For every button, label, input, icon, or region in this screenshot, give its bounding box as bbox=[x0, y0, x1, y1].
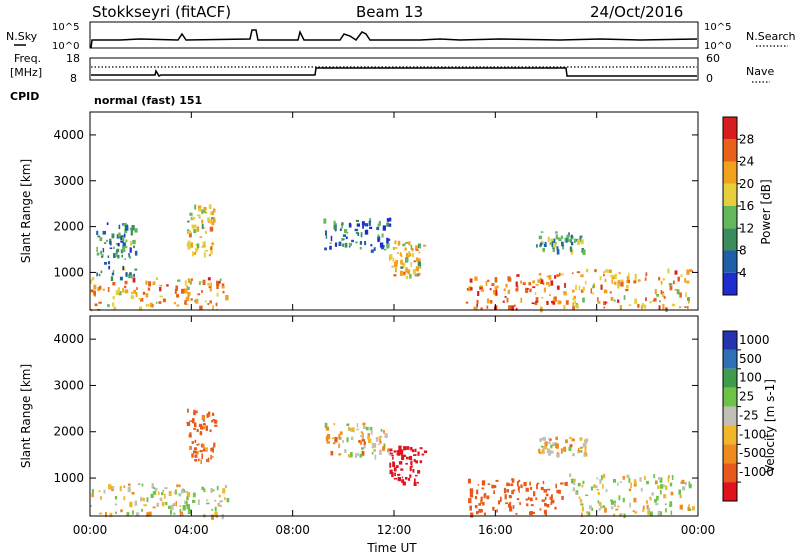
colorbar-tick-label: 8 bbox=[739, 244, 747, 258]
power-panel-frame bbox=[89, 111, 699, 311]
echo-region bbox=[388, 240, 427, 280]
cpid-label: CPID bbox=[10, 90, 39, 103]
colorbar-tick-label: 500 bbox=[739, 352, 762, 366]
colorbar-swatch bbox=[723, 463, 737, 483]
colorbar-tick-label: 24 bbox=[739, 155, 754, 169]
echo-region bbox=[186, 204, 216, 258]
power-heatmap: 1000 2000 3000 4000 Slant Range [km] bbox=[19, 111, 699, 313]
echo-region bbox=[96, 222, 138, 281]
y-tick-label: 2000 bbox=[53, 425, 84, 439]
nsky-tick-top: 10^5 bbox=[52, 22, 79, 33]
echo-region bbox=[467, 478, 568, 518]
y-tick-label: 4000 bbox=[53, 128, 84, 142]
colorbar-swatch bbox=[723, 206, 737, 229]
colorbar-swatch bbox=[723, 250, 737, 273]
nsky-trace bbox=[90, 29, 698, 49]
echo-region bbox=[324, 422, 392, 460]
x-tick-label: 20:00 bbox=[579, 523, 614, 537]
radar-title: Stokkseyri (fitACF) bbox=[92, 3, 231, 21]
nave-tick-top: 60 bbox=[706, 52, 720, 65]
colorbar-tick-label: 1000 bbox=[739, 333, 770, 347]
x-tick-label: 00:00 bbox=[681, 523, 716, 537]
colorbar-tick-label: -25 bbox=[739, 408, 759, 422]
colorbar-swatch bbox=[723, 183, 737, 206]
freq-panel-frame bbox=[89, 57, 699, 81]
colorbar-swatch bbox=[723, 349, 737, 369]
colorbar-swatch bbox=[723, 228, 737, 251]
colorbar-tick-label: 16 bbox=[739, 199, 754, 213]
colorbar-swatch bbox=[723, 406, 737, 426]
echo-region bbox=[538, 436, 589, 458]
power-ylabel: Slant Range [km] bbox=[19, 159, 33, 263]
cpid-value: normal (fast) 151 bbox=[94, 94, 202, 107]
nave-label: Nave bbox=[746, 65, 774, 78]
velocity-colorbar: 1000 500 100 25 -25 -100 -500 -1000 Velocity [m… bbox=[722, 330, 777, 502]
freq-unit-label: [MHz] bbox=[10, 66, 42, 79]
colorbar-tick-label: 20 bbox=[739, 177, 754, 191]
nsky-label: N.Sky bbox=[6, 30, 38, 43]
x-tick-label: 08:00 bbox=[275, 523, 310, 537]
beam-title: Beam 13 bbox=[356, 3, 423, 21]
nsearch-tick-bottom: 10^0 bbox=[704, 41, 731, 52]
colorbar-swatch bbox=[723, 117, 737, 140]
velocity-heatmap: 00:00 04:00 08:00 12:00 16:00 20:00 00:00 1000 2… bbox=[19, 315, 716, 554]
power-colorbar: 4 8 12 16 20 24 28 Power [dB] bbox=[722, 116, 773, 296]
echo-region bbox=[569, 473, 695, 519]
echo-region bbox=[323, 217, 392, 253]
colorbar-swatch bbox=[723, 425, 737, 445]
nave-tick-bottom: 0 bbox=[706, 72, 713, 85]
colorbar-swatch bbox=[723, 387, 737, 407]
freq-label: Freq. bbox=[14, 52, 41, 65]
freq-tick-top: 18 bbox=[66, 52, 80, 65]
x-tick-label: 04:00 bbox=[174, 523, 209, 537]
nsearch-label: N.Search bbox=[746, 30, 796, 43]
y-tick-label: 3000 bbox=[53, 378, 84, 392]
colorbar-tick-label: 28 bbox=[739, 132, 754, 146]
x-tick-label: 16:00 bbox=[478, 523, 513, 537]
nsearch-tick-top: 10^5 bbox=[704, 22, 731, 33]
colorbar-swatch bbox=[723, 482, 737, 501]
nsky-tick-bottom: 10^0 bbox=[52, 41, 79, 52]
freq-tick-bottom: 8 bbox=[70, 72, 77, 85]
freq-trace bbox=[91, 67, 697, 77]
colorbar-swatch bbox=[723, 161, 737, 184]
colorbar-swatch bbox=[723, 444, 737, 464]
colorbar-swatch bbox=[723, 272, 737, 295]
x-tick-label: 12:00 bbox=[377, 523, 412, 537]
echo-region bbox=[389, 445, 428, 486]
echo-region bbox=[186, 408, 218, 464]
colorbar-swatch bbox=[723, 331, 737, 350]
colorbar-tick-label: 25 bbox=[739, 390, 754, 404]
y-tick-label: 1000 bbox=[53, 265, 84, 279]
colorbar-tick-label: 12 bbox=[739, 221, 754, 235]
colorbar-tick-label: -500 bbox=[739, 446, 766, 460]
echo-region bbox=[536, 231, 586, 255]
colorbar-swatch bbox=[723, 368, 737, 388]
colorbar-tick-label: -1000 bbox=[739, 465, 774, 479]
nsky-panel-frame bbox=[89, 21, 699, 49]
colorbar-frame bbox=[722, 330, 738, 502]
x-tick-label: 00:00 bbox=[73, 523, 108, 537]
y-tick-label: 3000 bbox=[53, 174, 84, 188]
colorbar-tick-label: 4 bbox=[739, 266, 747, 280]
power-colorbar-label: Power [dB] bbox=[759, 179, 773, 244]
echo-region bbox=[571, 268, 694, 312]
echo-region bbox=[465, 272, 569, 313]
velocity-panel-frame bbox=[89, 315, 699, 517]
time-axis-label: Time UT bbox=[366, 541, 417, 554]
velocity-colorbar-label: Velocity [m s-1] bbox=[763, 379, 777, 473]
y-tick-label: 4000 bbox=[53, 332, 84, 346]
colorbar-tick-label: -100 bbox=[739, 427, 766, 441]
velocity-ylabel: Slant Range [km] bbox=[19, 364, 33, 468]
date-title: 24/Oct/2016 bbox=[590, 3, 683, 21]
y-tick-label: 1000 bbox=[53, 471, 84, 485]
colorbar-swatch bbox=[723, 139, 737, 162]
echo-region bbox=[90, 277, 229, 312]
colorbar-tick-label: 100 bbox=[739, 371, 762, 385]
echo-region bbox=[90, 483, 230, 520]
y-tick-label: 2000 bbox=[53, 220, 84, 234]
